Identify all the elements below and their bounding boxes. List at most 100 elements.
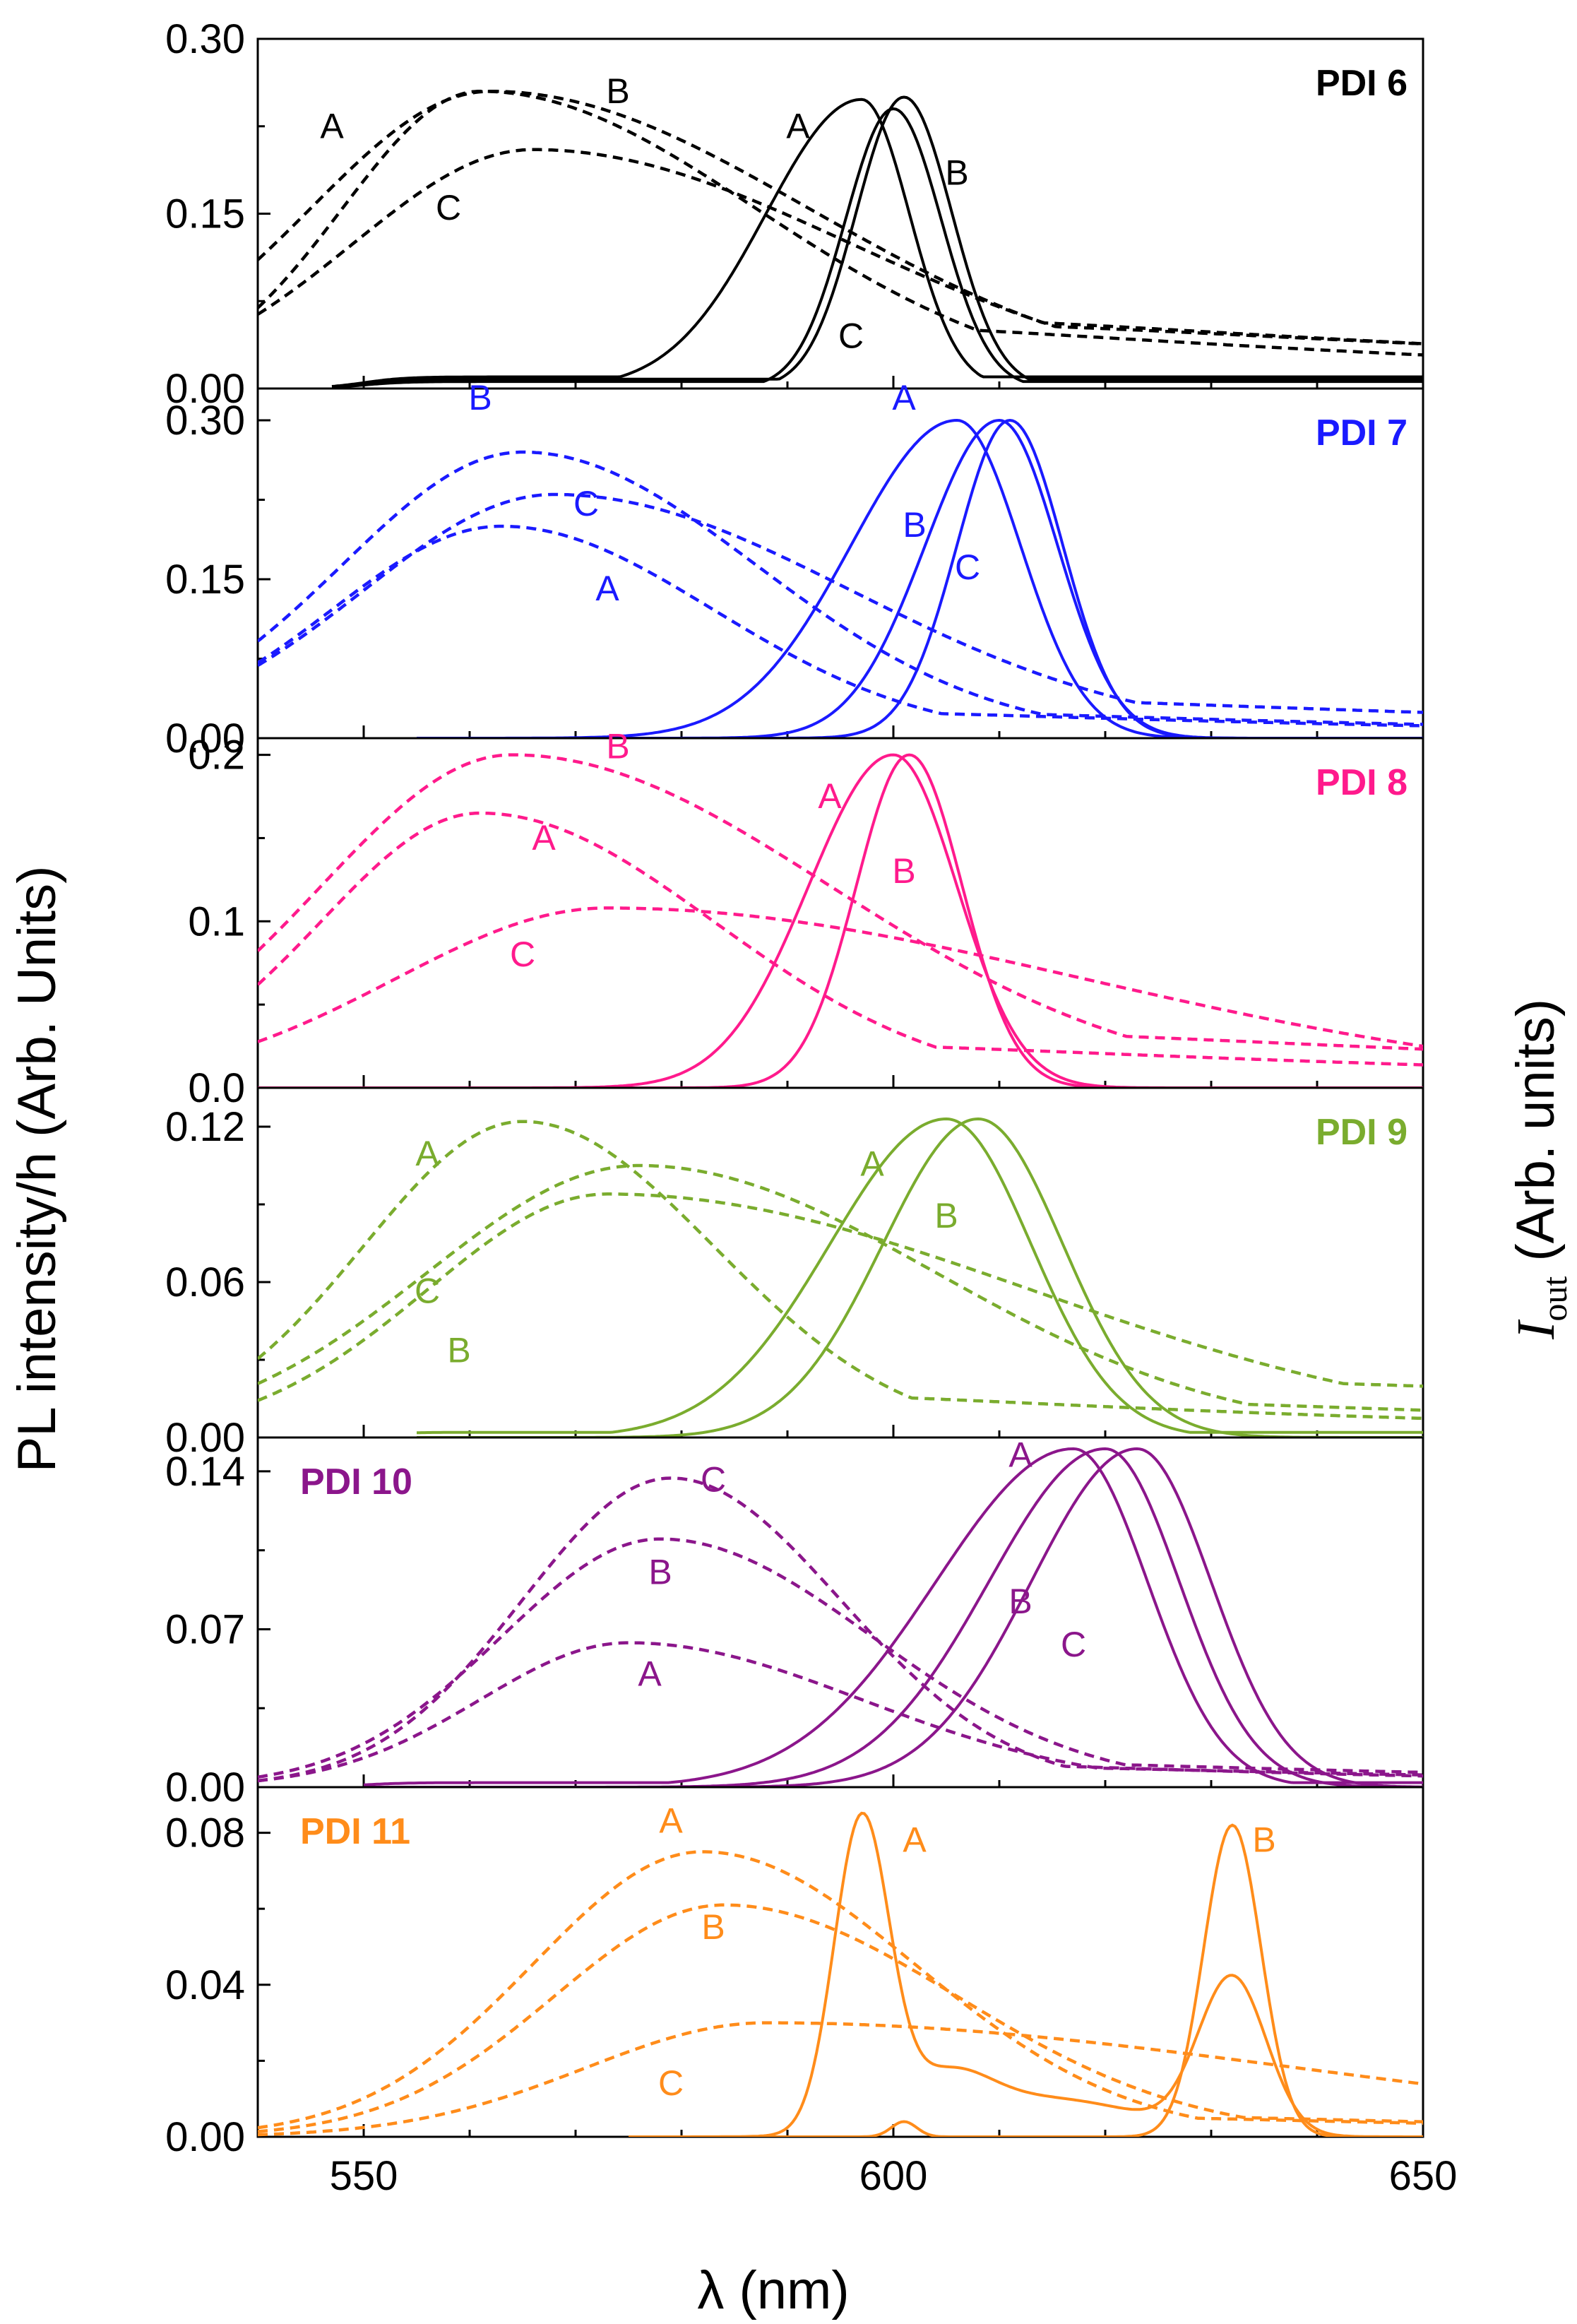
series-line [629, 1811, 1423, 2137]
curve-annotation: C [415, 1271, 440, 1310]
panel-curves [258, 1447, 1423, 1787]
panel-title: PDI 10 [300, 1462, 412, 1502]
series-line [363, 1447, 1423, 1786]
curve-annotation: A [638, 1654, 662, 1693]
series-line [258, 1641, 1423, 1783]
series-line [364, 1447, 1423, 1787]
panel-curves [258, 418, 1423, 738]
panel-curves [258, 753, 1423, 1088]
y-tick-label: 0.14 [165, 1449, 245, 1495]
x-tick-label: 550 [330, 2153, 398, 2199]
series-line [417, 1117, 1423, 1437]
series-line [417, 418, 1423, 738]
y-tick-label: 0.07 [165, 1606, 245, 1652]
y-axis-title-right-main: I [1506, 1319, 1566, 1340]
curve-annotation: B [934, 1196, 958, 1235]
curve-annotation: B [903, 505, 926, 545]
curve-annotation: A [892, 378, 916, 417]
series-line [258, 753, 1423, 1088]
curve-annotation: C [573, 484, 599, 523]
y-tick-label: 0.30 [165, 398, 245, 444]
curve-annotation: C [658, 2063, 684, 2103]
curve-annotation: C [955, 547, 980, 587]
y-axis-title-left: PL intensity/h (Arb. Units) [7, 866, 67, 1473]
curve-annotation: C [436, 188, 461, 227]
y-tick-label: 0.00 [165, 2114, 245, 2160]
curve-annotation: B [606, 71, 629, 111]
y-tick-label: 0.00 [165, 1765, 245, 1810]
y-tick-label: 0.15 [165, 191, 245, 237]
series-line [258, 811, 1423, 1067]
curve-annotation: A [860, 1144, 884, 1184]
series-line [258, 1476, 1423, 1783]
y-axis-title-right: Iout (Arb. units) [1506, 999, 1574, 1340]
curve-annotation: B [1252, 1820, 1275, 1859]
y-tick-label: 0.08 [165, 1810, 245, 1856]
series-line [258, 148, 1423, 346]
series-line [331, 107, 1423, 389]
y-tick-label: 0.00 [165, 1415, 245, 1461]
curve-annotation: C [1061, 1625, 1086, 1664]
series-line [258, 1903, 1423, 2133]
curve-annotation: A [1008, 1435, 1033, 1475]
panel-title: PDI 11 [300, 1811, 410, 1852]
y-tick-label: 0.2 [188, 733, 245, 778]
series-line [258, 1192, 1423, 1402]
curve-annotation: A [532, 818, 556, 858]
curve-annotation: C [838, 316, 864, 355]
series-line [258, 1537, 1423, 1779]
y-axis-title-right-sub: out [1535, 1276, 1574, 1322]
series-line [258, 2021, 1423, 2137]
y-tick-label: 0.06 [165, 1259, 245, 1305]
series-line [331, 97, 1423, 388]
panel-1: 0.00 0.15 0.30 A B C A B C PDI 6 [165, 16, 1424, 412]
curve-annotation: A [786, 106, 810, 146]
y-tick-label: 0.15 [165, 557, 245, 603]
curve-annotation: A [903, 1820, 927, 1859]
curve-annotation: B [892, 851, 915, 891]
curve-annotation: A [659, 1801, 683, 1841]
panel-6: 0.00 0.04 0.08 A B C A B PDI 11 [165, 1786, 1424, 2160]
curve-annotation: B [468, 378, 492, 417]
series-line [258, 89, 1423, 357]
curve-annotation: A [818, 776, 842, 816]
series-line [417, 1117, 1423, 1435]
curve-annotation: C [510, 935, 535, 974]
panel-title: PDI 9 [1316, 1112, 1408, 1153]
curve-annotation: B [447, 1331, 470, 1370]
series-line [258, 906, 1423, 1048]
y-axis-title-right-rest: (Arb. units) [1506, 999, 1566, 1276]
panel-3: 0.0 0.1 0.2 B A C A B PDI 8 [188, 726, 1424, 1111]
series-line [258, 1163, 1423, 1412]
series-line [258, 753, 1423, 1051]
curve-annotation: A [595, 569, 619, 608]
y-tick-label: 0.0 [188, 1065, 245, 1111]
curve-annotation: A [320, 106, 344, 146]
panel-title: PDI 6 [1316, 63, 1408, 104]
y-tick-label: 0.1 [188, 899, 245, 944]
panel-curves [258, 1811, 1423, 2137]
panel-title: PDI 8 [1316, 762, 1408, 803]
curve-annotation: B [1008, 1582, 1032, 1621]
series-line [258, 492, 1423, 714]
y-tick-label: 0.04 [165, 1962, 245, 2008]
x-axis-title: λ (nm) [697, 2260, 849, 2320]
series-line [417, 418, 1423, 738]
series-line [331, 95, 1423, 389]
series-line [417, 418, 1423, 738]
series-line [364, 1447, 1423, 1787]
curve-annotation: B [701, 1907, 725, 1947]
y-tick-label: 0.12 [165, 1104, 245, 1150]
curve-annotation: B [945, 153, 968, 192]
y-tick-label: 0.00 [165, 366, 245, 412]
curve-annotation: B [606, 726, 629, 766]
panel-curves [258, 1117, 1423, 1437]
panel-curves [258, 89, 1423, 389]
x-tick-label: 600 [859, 2153, 928, 2199]
series-line [258, 524, 1423, 728]
series-line [258, 753, 1423, 1088]
